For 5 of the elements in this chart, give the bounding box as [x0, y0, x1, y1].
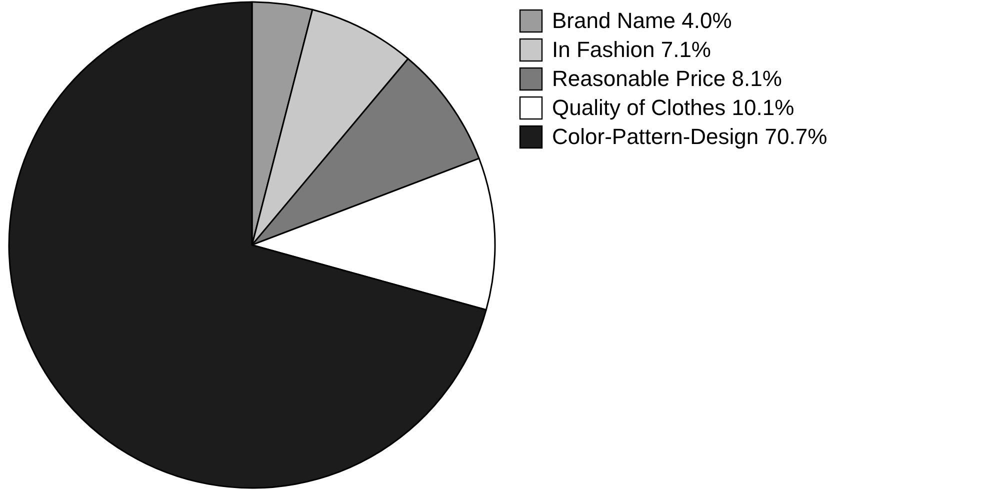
legend-label: In Fashion 7.1%	[552, 37, 711, 62]
legend-label: Brand Name 4.0%	[552, 8, 732, 33]
legend-label: Reasonable Price 8.1%	[552, 66, 782, 91]
legend-label: Color-Pattern-Design 70.7%	[552, 124, 828, 149]
legend-label: Quality of Clothes 10.1%	[552, 95, 794, 120]
